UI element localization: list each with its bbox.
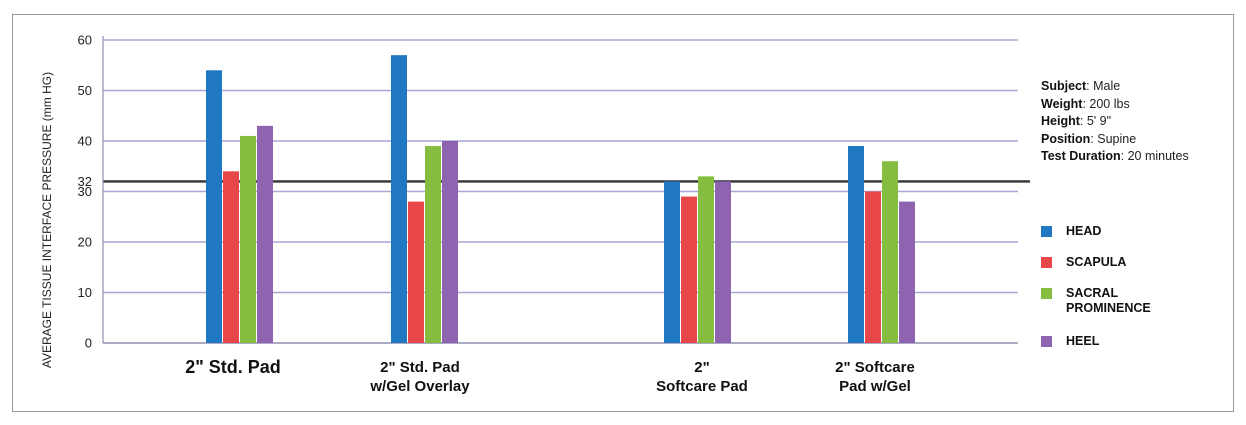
- bar-scapula: [223, 171, 239, 343]
- legend-label-heel: HEEL: [1066, 334, 1100, 348]
- bar-heel: [715, 181, 731, 343]
- bar-head: [206, 70, 222, 344]
- bar-sacral-prominence: [698, 176, 714, 343]
- y-axis-label: AVERAGE TISSUE INTERFACE PRESSURE (mm HG…: [40, 72, 54, 368]
- legend-swatch-sacral-prominence: [1041, 288, 1052, 299]
- y-tick-label: 30: [78, 184, 92, 199]
- legend-swatch-head: [1041, 226, 1052, 237]
- info-height: Height: 5' 9": [1041, 114, 1112, 128]
- bar-heel: [442, 141, 458, 343]
- y-tick-label: 50: [78, 83, 92, 98]
- info-position: Position: Supine: [1041, 131, 1137, 146]
- bar-sacral-prominence: [882, 161, 898, 343]
- x-category-label: Pad w/Gel: [839, 378, 911, 395]
- x-category-label: Softcare Pad: [656, 378, 748, 395]
- bar-head: [848, 146, 864, 343]
- info-duration: Test Duration: 20 minutes: [1041, 149, 1189, 163]
- bar-sacral-prominence: [240, 135, 256, 343]
- bar-scapula: [408, 201, 424, 343]
- legend-label-line: PROMINENCE: [1066, 301, 1151, 315]
- bar-sacral-prominence: [425, 146, 441, 343]
- legend-item-head: HEAD: [1041, 224, 1101, 239]
- y-tick-label: 32: [78, 174, 92, 189]
- y-tick-label: 10: [78, 285, 92, 300]
- x-category-label: 2" Softcare: [835, 359, 915, 376]
- chart-frame: [12, 14, 1234, 412]
- y-tick-label: 40: [78, 134, 92, 149]
- x-category-label: 2" Std. Pad: [185, 357, 281, 377]
- legend-label-head: HEAD: [1066, 224, 1102, 238]
- pressure-bar-chart: AVERAGE TISSUE INTERFACE PRESSURE (mm HG…: [40, 33, 1030, 395]
- bar-scapula: [865, 191, 881, 343]
- info-weight: Weight: 200 lbs: [1041, 96, 1130, 111]
- legend-item-sacral-prominence: SACRAL PROMINENCE: [1041, 286, 1151, 316]
- legend-item-scapula: SCAPULA: [1041, 255, 1126, 270]
- legend-label-sacral-prominence: SACRAL PROMINENCE: [1066, 286, 1151, 316]
- x-category-label: w/Gel Overlay: [369, 378, 470, 395]
- test-info: Subject: Male Weight: 200 lbs Height: 5'…: [1041, 78, 1189, 166]
- bar-heel: [899, 201, 915, 343]
- legend-label-line: SACRAL: [1066, 286, 1119, 300]
- legend-label-scapula: SCAPULA: [1066, 255, 1127, 269]
- legend-item-heel: HEEL: [1041, 334, 1099, 349]
- y-tick-label: 60: [78, 33, 92, 48]
- bar-head: [391, 55, 407, 344]
- legend-swatch-heel: [1041, 336, 1052, 347]
- bar-heel: [257, 125, 273, 343]
- legend-swatch-scapula: [1041, 257, 1052, 268]
- info-subject: Subject: Male: [1041, 79, 1121, 93]
- bar-scapula: [681, 196, 697, 343]
- x-category-label: 2": [694, 359, 709, 376]
- y-tick-label: 0: [85, 336, 92, 351]
- y-tick-label: 20: [78, 235, 92, 250]
- bar-head: [664, 181, 680, 343]
- x-category-label: 2" Std. Pad: [380, 359, 460, 376]
